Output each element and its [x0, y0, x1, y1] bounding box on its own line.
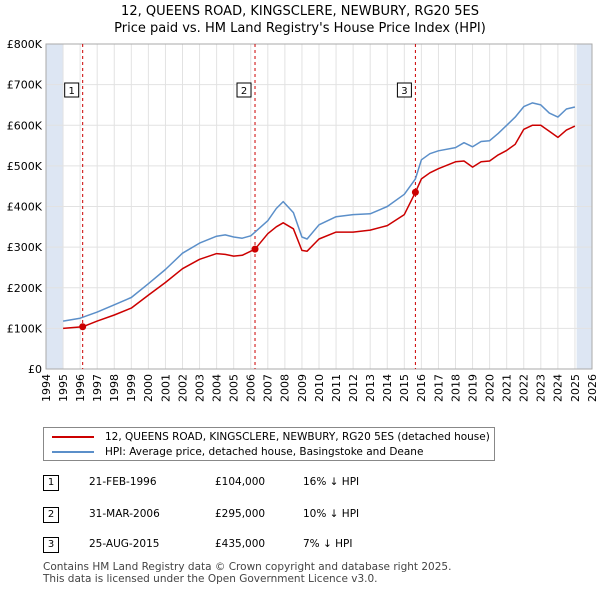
x-tick-label: 1995: [57, 374, 70, 402]
chart-title-line2: Price paid vs. HM Land Registry's House …: [114, 21, 486, 36]
legend: 12, QUEENS ROAD, KINGSCLERE, NEWBURY, RG…: [43, 427, 495, 461]
transaction-index: 1: [43, 475, 59, 491]
transaction-price: £104,000: [215, 476, 266, 488]
sale-marker-label: 1: [68, 86, 74, 97]
x-tick-label: 2018: [449, 374, 462, 402]
x-tick-label: 2012: [347, 374, 360, 402]
legend-swatch-hpi: [52, 451, 94, 453]
x-tick-label: 2026: [586, 374, 599, 402]
x-tick-label: 2005: [228, 374, 241, 402]
x-tick-label: 2025: [569, 374, 582, 402]
chart-title-line1: 12, QUEENS ROAD, KINGSCLERE, NEWBURY, RG…: [121, 4, 479, 19]
x-tick-label: 2014: [381, 374, 394, 402]
x-tick-label: 2007: [262, 374, 275, 402]
sale-marker-box: [396, 82, 412, 98]
x-tick-label: 2015: [398, 374, 411, 402]
x-tick-label: 2022: [518, 374, 531, 402]
legend-label-hpi: HPI: Average price, detached house, Basi…: [105, 446, 424, 458]
transaction-index: 3: [43, 537, 59, 553]
y-tick-label: £100K: [7, 322, 43, 335]
price-chart: £0 £100K £200K £300K £400K £500K £600K £700K £80…: [7, 38, 599, 402]
x-tick-label: 2020: [483, 374, 496, 402]
x-tick-label: 1999: [125, 374, 138, 402]
footer-copyright: Contains HM Land Registry data © Crown c…: [43, 561, 452, 573]
x-tick-label: 2019: [466, 374, 479, 402]
y-tick-label: £800K: [7, 38, 43, 51]
sale-marker-box: [64, 82, 80, 98]
transaction-date: 25-AUG-2015: [89, 538, 160, 550]
legend-swatch-property: [52, 436, 94, 438]
transaction-price: £435,000: [215, 538, 266, 550]
sale-marker-box: [236, 82, 252, 98]
y-tick-label: £300K: [7, 241, 43, 254]
y-tick-label: £700K: [7, 79, 43, 92]
transaction-hpi-diff: 7% ↓ HPI: [303, 538, 353, 550]
x-tick-label: 2011: [330, 374, 343, 402]
x-tick-label: 2010: [313, 374, 326, 402]
transaction-date: 31-MAR-2006: [89, 508, 160, 520]
sale-point: [251, 245, 259, 253]
legend-item-hpi: HPI: Average price, detached house, Basi…: [52, 445, 423, 459]
x-tick-label: 2024: [552, 374, 565, 402]
legend-item-property: 12, QUEENS ROAD, KINGSCLERE, NEWBURY, RG…: [52, 430, 490, 444]
y-tick-label: £200K: [7, 282, 43, 295]
footer-licence: This data is licensed under the Open Gov…: [43, 573, 378, 585]
x-tick-label: 2013: [364, 374, 377, 402]
x-tick-label: 2000: [142, 374, 155, 402]
transaction-hpi-diff: 10% ↓ HPI: [303, 508, 360, 520]
sale-marker-label: 2: [241, 86, 247, 97]
y-tick-label: £600K: [7, 119, 43, 132]
x-tick-label: 1997: [91, 374, 104, 402]
property-price-line: [63, 124, 576, 330]
x-tick-label: 2016: [415, 374, 428, 402]
sale-marker-label: 3: [401, 86, 407, 97]
x-tick-label: 2006: [245, 374, 258, 402]
plot-frame: [45, 43, 593, 370]
x-tick-label: 2021: [501, 374, 514, 402]
sale-point: [79, 323, 87, 331]
x-tick-label: 2017: [432, 374, 445, 402]
transaction-hpi-diff: 16% ↓ HPI: [303, 476, 360, 488]
transaction-date: 21-FEB-1996: [89, 476, 157, 488]
x-tick-label: 1996: [74, 374, 87, 402]
x-tick-label: 2001: [159, 374, 172, 402]
x-tick-label: 2008: [279, 374, 292, 402]
y-tick-label: £0: [28, 363, 42, 376]
x-tick-label: 2004: [210, 374, 223, 402]
x-tick-label: 2023: [535, 374, 548, 402]
y-tick-label: £400K: [7, 201, 43, 214]
y-tick-label: £500K: [7, 160, 43, 173]
transaction-price: £295,000: [215, 508, 266, 520]
x-tick-label: 2009: [296, 374, 309, 402]
x-tick-label: 2002: [176, 374, 189, 402]
x-tick-label: 1994: [40, 374, 53, 402]
hpi-line: [62, 102, 576, 322]
transaction-index: 2: [43, 507, 59, 523]
legend-label-property: 12, QUEENS ROAD, KINGSCLERE, NEWBURY, RG…: [105, 431, 490, 443]
x-tick-label: 2003: [193, 374, 206, 402]
x-tick-label: 1998: [108, 374, 121, 402]
sale-point: [411, 188, 419, 196]
